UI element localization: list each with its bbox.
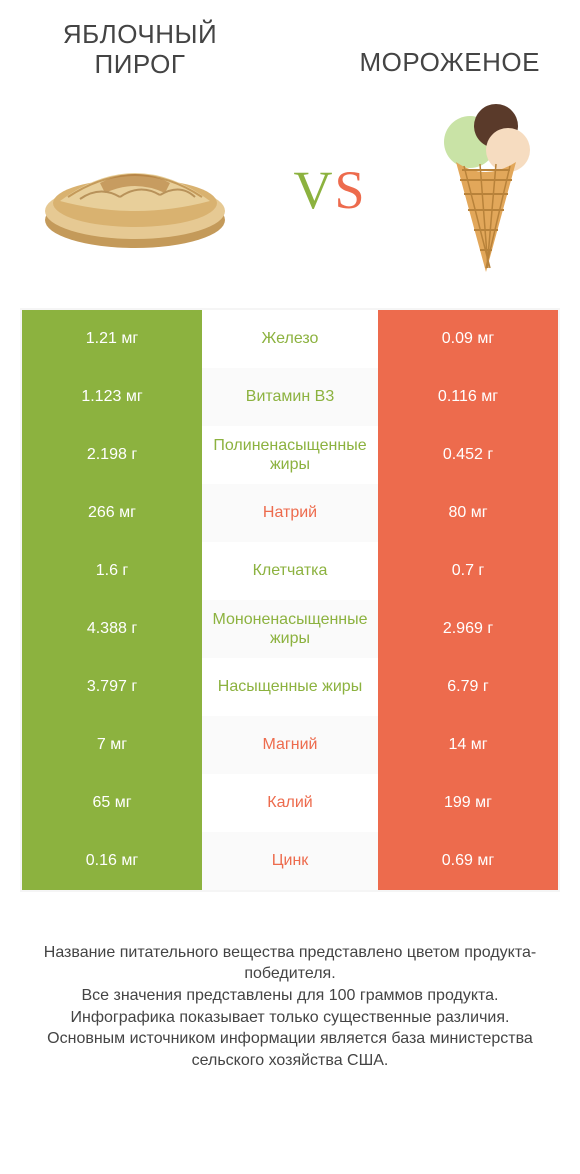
table-row: 7 мгМагний14 мг	[22, 716, 558, 774]
nutrient-name: Железо	[202, 310, 378, 368]
right-value: 2.969 г	[378, 600, 558, 658]
table-row: 266 мгНатрий80 мг	[22, 484, 558, 542]
right-value: 0.7 г	[378, 542, 558, 600]
right-value: 0.09 мг	[378, 310, 558, 368]
nutrient-name: Магний	[202, 716, 378, 774]
nutrient-name: Насыщенные жиры	[202, 658, 378, 716]
right-value: 80 мг	[378, 484, 558, 542]
table-row: 1.123 мгВитамин B30.116 мг	[22, 368, 558, 426]
footnote: Название питательного вещества представл…	[30, 942, 550, 1072]
right-value: 6.79 г	[378, 658, 558, 716]
header: Яблочный пирог Мороженое	[0, 0, 580, 80]
right-value: 14 мг	[378, 716, 558, 774]
table-row: 2.198 гПолиненасыщенные жиры0.452 г	[22, 426, 558, 484]
vs-label: VS	[293, 159, 366, 221]
left-value: 1.123 мг	[22, 368, 202, 426]
vs-letter-s: S	[334, 160, 366, 220]
nutrient-name: Цинк	[202, 832, 378, 890]
left-value: 3.797 г	[22, 658, 202, 716]
footnote-line: Инфографика показывает только существенн…	[30, 1007, 550, 1029]
table-row: 1.21 мгЖелезо0.09 мг	[22, 310, 558, 368]
apple-pie-icon	[40, 125, 230, 255]
table-row: 65 мгКалий199 мг	[22, 774, 558, 832]
nutrient-table: 1.21 мгЖелезо0.09 мг1.123 мгВитамин B30.…	[20, 308, 560, 892]
nutrient-name: Витамин B3	[202, 368, 378, 426]
table-row: 4.388 гМононенасыщенные жиры2.969 г	[22, 600, 558, 658]
left-value: 2.198 г	[22, 426, 202, 484]
right-value: 0.452 г	[378, 426, 558, 484]
table-row: 0.16 мгЦинк0.69 мг	[22, 832, 558, 890]
left-value: 1.21 мг	[22, 310, 202, 368]
nutrient-name: Калий	[202, 774, 378, 832]
left-value: 7 мг	[22, 716, 202, 774]
left-value: 1.6 г	[22, 542, 202, 600]
nutrient-name: Мононенасыщенные жиры	[202, 600, 378, 658]
nutrient-name: Клетчатка	[202, 542, 378, 600]
nutrient-name: Натрий	[202, 484, 378, 542]
left-value: 266 мг	[22, 484, 202, 542]
left-value: 4.388 г	[22, 600, 202, 658]
left-value: 65 мг	[22, 774, 202, 832]
right-value: 199 мг	[378, 774, 558, 832]
table-row: 3.797 гНасыщенные жиры6.79 г	[22, 658, 558, 716]
left-value: 0.16 мг	[22, 832, 202, 890]
right-value: 0.69 мг	[378, 832, 558, 890]
right-product-title: Мороженое	[340, 20, 540, 78]
footnote-line: Название питательного вещества представл…	[30, 942, 550, 985]
footnote-line: Основным источником информации является …	[30, 1028, 550, 1071]
images-row: VS	[0, 80, 580, 308]
nutrient-name: Полиненасыщенные жиры	[202, 426, 378, 484]
right-value: 0.116 мг	[378, 368, 558, 426]
footnote-line: Все значения представлены для 100 граммо…	[30, 985, 550, 1007]
left-product-title: Яблочный пирог	[40, 20, 240, 80]
table-row: 1.6 гКлетчатка0.7 г	[22, 542, 558, 600]
vs-letter-v: V	[293, 160, 334, 220]
ice-cream-icon	[430, 100, 540, 280]
